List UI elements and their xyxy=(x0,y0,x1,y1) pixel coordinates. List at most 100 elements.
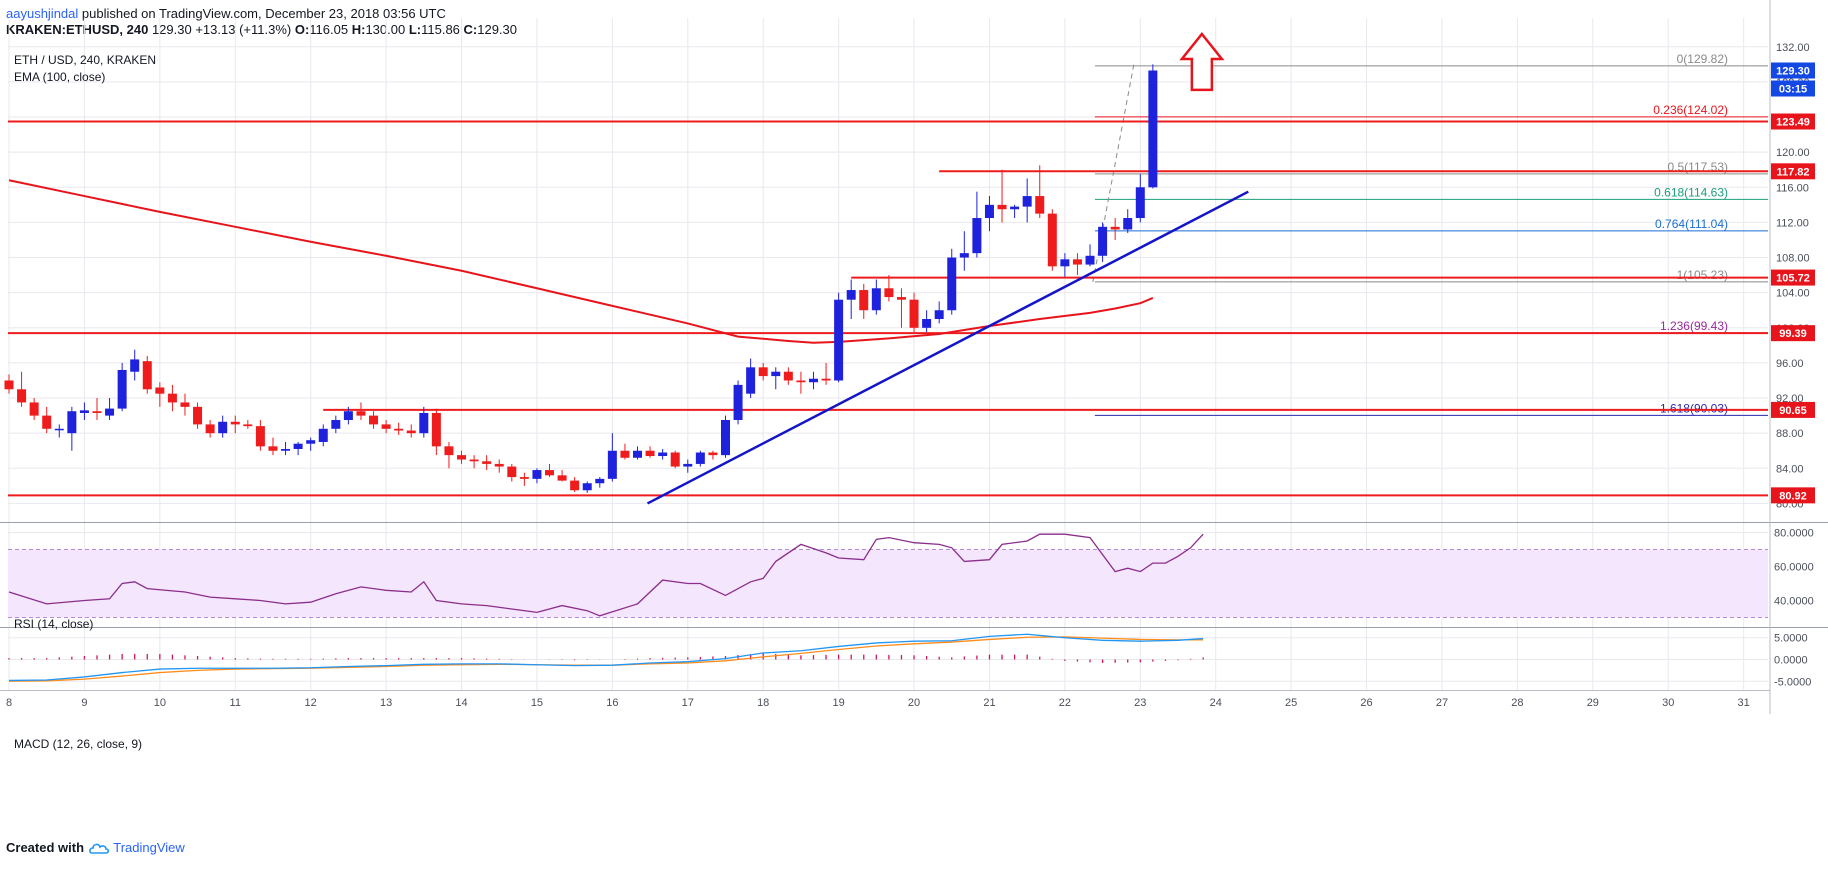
candles xyxy=(4,64,1158,493)
trend-line xyxy=(646,190,1249,505)
candle-body xyxy=(607,450,617,479)
author-link[interactable]: aayushjindal xyxy=(6,6,79,21)
last-price-tag-bg xyxy=(1771,62,1815,79)
candle xyxy=(482,455,492,471)
candle-body xyxy=(218,421,228,434)
fib-label-0: 0(129.82) xyxy=(1677,52,1728,66)
tradingview-logo-icon xyxy=(88,843,109,854)
candle xyxy=(783,367,793,385)
candle xyxy=(105,398,115,421)
candle-body xyxy=(268,446,278,451)
candle-body xyxy=(947,257,957,311)
candle xyxy=(205,420,215,438)
candle-body xyxy=(859,290,869,311)
candle xyxy=(1010,204,1020,219)
candle-body xyxy=(582,483,592,491)
level-tag: 123.49 xyxy=(1771,113,1815,130)
price-tick-label: 88.00 xyxy=(1776,428,1804,440)
macd-legend: MACD (12, 26, close, 9) xyxy=(14,737,142,751)
candle xyxy=(406,424,416,438)
candle xyxy=(595,477,605,488)
candle-body xyxy=(255,426,265,447)
time-tick-label: 17 xyxy=(682,697,694,709)
candle xyxy=(557,470,567,482)
footer-brand[interactable]: TradingView xyxy=(113,840,185,855)
time-tick-label: 14 xyxy=(455,697,467,709)
candle xyxy=(318,424,328,447)
candle xyxy=(17,371,27,407)
candle xyxy=(1098,222,1108,262)
rsi-band xyxy=(8,549,1768,618)
candle-body xyxy=(821,378,831,381)
time-tick-label: 18 xyxy=(757,697,769,709)
candle-body xyxy=(29,402,39,416)
candle-body xyxy=(570,480,580,491)
candle-body xyxy=(1047,213,1057,267)
candle-body xyxy=(720,420,730,456)
candle xyxy=(230,415,240,434)
candle xyxy=(142,355,152,394)
candle xyxy=(582,481,592,493)
candle-body xyxy=(457,455,467,460)
candle xyxy=(193,402,203,429)
candle-body xyxy=(4,380,14,390)
price-tick-label: 108.00 xyxy=(1776,253,1810,265)
macd-tick-label: -5.0000 xyxy=(1774,676,1811,688)
close-value: 129.30 xyxy=(477,22,518,37)
candle xyxy=(1072,253,1082,276)
candle-body xyxy=(469,459,479,462)
candle-body xyxy=(783,371,793,381)
level-tag: 105.72 xyxy=(1771,269,1815,286)
candle xyxy=(834,292,844,383)
time-tick-label: 20 xyxy=(908,697,920,709)
level-tag-text: 123.49 xyxy=(1776,117,1810,129)
candle-body xyxy=(532,470,542,479)
time-tick-label: 21 xyxy=(983,697,995,709)
candle-body xyxy=(846,290,856,300)
candle xyxy=(570,477,580,493)
candle-body xyxy=(620,450,630,458)
candle-body xyxy=(494,463,504,467)
candle-body xyxy=(871,288,881,311)
candle-body xyxy=(896,297,906,300)
candle-body xyxy=(645,450,655,457)
candle-body xyxy=(934,310,944,320)
candle-body xyxy=(369,415,379,425)
candle-body xyxy=(419,412,429,434)
time-tick-label: 13 xyxy=(380,697,392,709)
candle-body xyxy=(1098,226,1108,256)
level-tag-bg xyxy=(1771,401,1815,418)
candle-body xyxy=(1110,226,1120,230)
time-tick-label: 28 xyxy=(1511,697,1523,709)
candle xyxy=(670,450,680,469)
candle xyxy=(394,422,404,435)
price-tick-label: 96.00 xyxy=(1776,358,1804,370)
time-tick-label: 8 xyxy=(6,697,12,709)
candle xyxy=(708,450,718,460)
candle-body xyxy=(758,367,768,377)
candle-body xyxy=(557,475,567,481)
chart-title: ETH / USD, 240, KRAKEN xyxy=(14,53,156,67)
candle xyxy=(821,362,831,385)
candle-body xyxy=(105,408,115,416)
candle xyxy=(268,437,278,456)
candle xyxy=(444,441,454,469)
candle xyxy=(167,384,177,412)
candle xyxy=(92,398,102,421)
candle xyxy=(29,398,39,421)
candle-body xyxy=(142,361,152,390)
timer-tag-text: 03:15 xyxy=(1779,83,1807,95)
candle-body xyxy=(306,440,316,444)
candle xyxy=(469,455,479,469)
candle-body xyxy=(808,378,818,383)
publish-info: aayushjindal published on TradingView.co… xyxy=(6,6,446,21)
macd-line xyxy=(8,633,1204,682)
candle-body xyxy=(519,477,529,479)
candle xyxy=(130,349,140,381)
chart-canvas[interactable]: 0(129.82)0.236(124.02)0.5(117.53)0.618(1… xyxy=(0,0,1828,840)
time-tick-label: 16 xyxy=(606,697,618,709)
fib-label-1: 1(105.23) xyxy=(1677,268,1728,282)
level-tag: 117.82 xyxy=(1771,163,1815,180)
candle-body xyxy=(834,299,844,381)
candle xyxy=(959,231,969,271)
